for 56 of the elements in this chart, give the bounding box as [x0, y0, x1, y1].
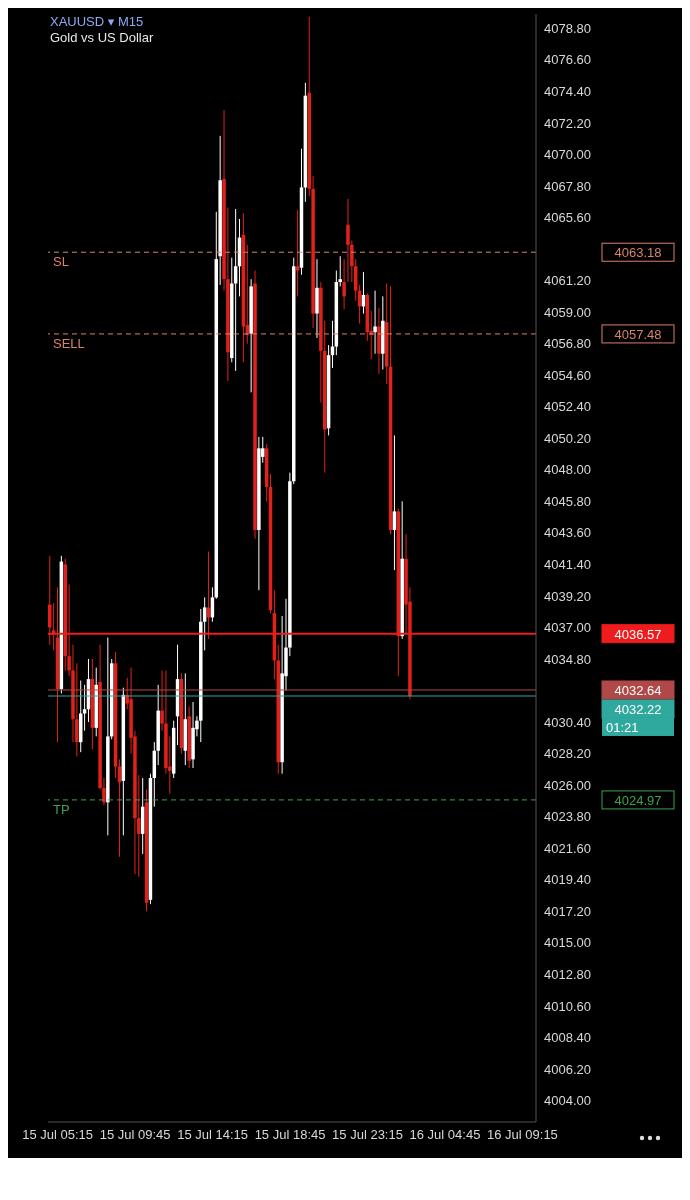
y-tick-label: 4072.20: [544, 115, 591, 131]
y-tick-label: 4017.20: [544, 903, 591, 919]
y-tick-label: 4070.00: [544, 147, 591, 163]
text: 01:21: [606, 719, 639, 735]
x-tick-label: 15 Jul 23:15: [332, 1127, 403, 1143]
ref-line-label: TP: [53, 802, 70, 818]
x-tick-label: 16 Jul 09:15: [487, 1127, 558, 1143]
x-tick-label: 15 Jul 05:15: [22, 1127, 94, 1143]
y-tick-label: 4061.20: [544, 273, 591, 289]
y-tick-label: 4037.00: [544, 620, 591, 636]
y-tick-label: 4015.00: [544, 935, 591, 951]
text: 4032.64: [614, 682, 662, 698]
y-tick-label: 4008.40: [544, 1030, 591, 1046]
y-tick-label: 4065.60: [544, 210, 591, 226]
y-tick-label: 4041.40: [544, 557, 591, 573]
y-tick-label: 4004.00: [544, 1093, 591, 1109]
text: 4057.48: [614, 326, 662, 342]
y-tick-label: 4034.80: [544, 651, 591, 667]
text: Gold vs US Dollar: [50, 30, 154, 46]
ref-line-label: SELL: [53, 336, 85, 352]
y-tick-label: 4043.60: [544, 525, 591, 541]
y-tick-label: 4059.00: [544, 304, 591, 320]
candlestick: [342, 258, 346, 310]
y-tick-label: 4028.20: [544, 746, 591, 762]
text: 4036.57: [614, 626, 662, 642]
y-tick-label: 4056.80: [544, 336, 591, 352]
y-tick-label: 4076.60: [544, 52, 591, 68]
y-tick-label: 4074.40: [544, 84, 591, 100]
candlestick: [373, 290, 377, 355]
y-tick-label: 4054.60: [544, 367, 591, 383]
y-tick-label: 4010.60: [544, 998, 591, 1014]
candlestick: [346, 198, 350, 283]
chart-title: XAUUSD ▾ M15: [50, 14, 145, 30]
text: 4063.18: [614, 245, 662, 261]
text: 4024.97: [614, 792, 662, 808]
candlestick: [295, 209, 300, 297]
x-tick-label: 15 Jul 18:45: [254, 1127, 326, 1143]
y-tick-label: 4078.80: [544, 20, 591, 36]
y-tick-label: 4030.40: [544, 714, 591, 730]
y-tick-label: 4019.40: [544, 872, 591, 888]
y-tick-label: 4023.80: [544, 809, 591, 825]
y-tick-label: 4026.00: [544, 777, 591, 793]
y-tick-label: 4045.80: [544, 493, 591, 509]
y-tick-label: 4050.20: [544, 430, 591, 446]
ref-line-label: SL: [53, 254, 69, 270]
y-tick-label: 4052.40: [544, 399, 591, 415]
y-tick-label: 4039.20: [544, 588, 591, 604]
x-tick-label: 15 Jul 14:15: [177, 1127, 249, 1143]
y-tick-label: 4067.80: [544, 178, 591, 194]
y-tick-label: 4012.80: [544, 966, 591, 982]
y-tick-label: 4021.60: [544, 840, 591, 856]
text: 4032.22: [614, 701, 662, 717]
y-tick-label: 4048.00: [544, 462, 591, 478]
y-tick-label: 4006.20: [544, 1061, 591, 1077]
x-tick-label: 16 Jul 04:45: [409, 1127, 481, 1143]
x-tick-label: 15 Jul 09:45: [99, 1127, 171, 1143]
